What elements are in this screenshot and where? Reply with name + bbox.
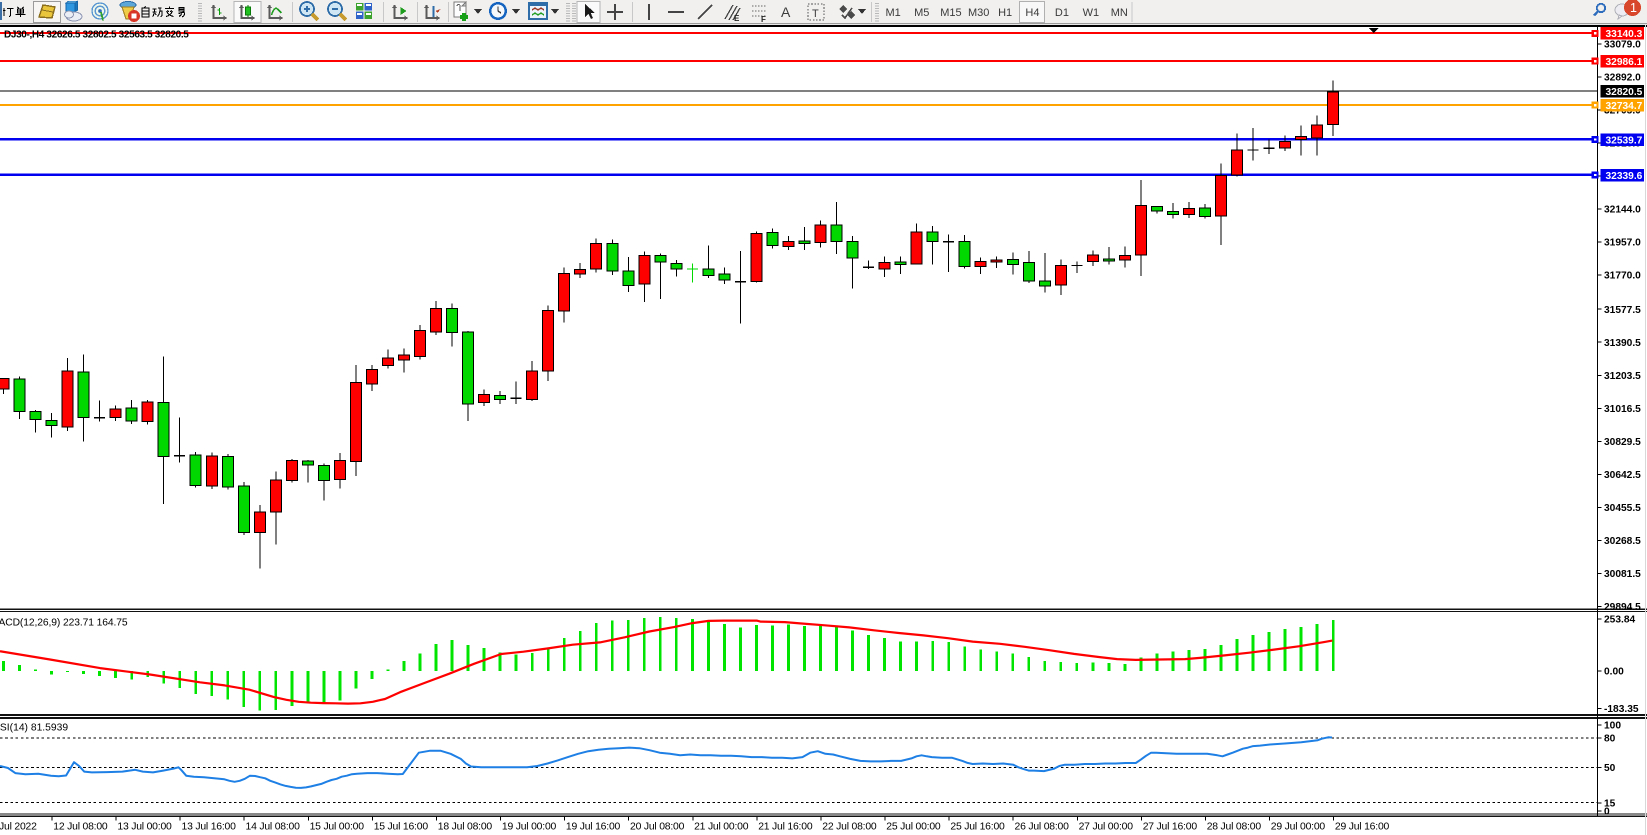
svg-text:13 Jul 00:00: 13 Jul 00:00 <box>117 822 172 833</box>
svg-text:27 Jul 00:00: 27 Jul 00:00 <box>1079 822 1134 833</box>
svg-text:26 Jul 08:00: 26 Jul 08:00 <box>1015 822 1070 833</box>
svg-text:H1: H1 <box>998 7 1012 19</box>
svg-text:30455.5: 30455.5 <box>1604 503 1641 514</box>
svg-text:RSI(14) 81.5939: RSI(14) 81.5939 <box>0 723 68 734</box>
svg-text:29 Jul 16:00: 29 Jul 16:00 <box>1335 822 1390 833</box>
svg-text:0: 0 <box>1604 806 1610 817</box>
svg-text:19 Jul 00:00: 19 Jul 00:00 <box>502 822 557 833</box>
svg-text:29894.5: 29894.5 <box>1604 602 1641 613</box>
svg-text:30268.5: 30268.5 <box>1604 536 1641 547</box>
svg-text:M30: M30 <box>968 7 989 19</box>
svg-text:28 Jul 08:00: 28 Jul 08:00 <box>1207 822 1262 833</box>
svg-text:31203.5: 31203.5 <box>1604 371 1641 382</box>
svg-text:M5: M5 <box>914 7 929 19</box>
svg-text:31390.5: 31390.5 <box>1604 338 1641 349</box>
svg-text:A: A <box>781 4 791 20</box>
svg-text:30829.5: 30829.5 <box>1604 437 1641 448</box>
svg-text:-183.35: -183.35 <box>1604 704 1639 715</box>
svg-text:M15: M15 <box>940 7 961 19</box>
svg-text:32539.7: 32539.7 <box>1606 135 1643 146</box>
svg-text:32339.6: 32339.6 <box>1606 171 1643 182</box>
svg-text:MN: MN <box>1111 7 1128 19</box>
svg-text:29 Jul 00:00: 29 Jul 00:00 <box>1271 822 1326 833</box>
svg-text:32144.0: 32144.0 <box>1604 205 1641 216</box>
svg-text:33140.3: 33140.3 <box>1606 29 1643 40</box>
svg-text:19 Jul 16:00: 19 Jul 16:00 <box>566 822 621 833</box>
svg-text:MACD(12,26,9) 223.71 164.75: MACD(12,26,9) 223.71 164.75 <box>0 618 128 629</box>
svg-text:15 Jul 16:00: 15 Jul 16:00 <box>374 822 429 833</box>
svg-text:25 Jul 16:00: 25 Jul 16:00 <box>950 822 1005 833</box>
svg-text:32734.7: 32734.7 <box>1606 101 1643 112</box>
svg-text:31577.5: 31577.5 <box>1604 305 1641 316</box>
svg-text:50: 50 <box>1604 763 1616 774</box>
svg-text:T: T <box>812 8 819 20</box>
svg-text:15 Jul 00:00: 15 Jul 00:00 <box>310 822 365 833</box>
svg-text:31016.5: 31016.5 <box>1604 404 1641 415</box>
svg-text:27 Jul 16:00: 27 Jul 16:00 <box>1143 822 1198 833</box>
svg-text:21 Jul 16:00: 21 Jul 16:00 <box>758 822 813 833</box>
svg-text:25 Jul 00:00: 25 Jul 00:00 <box>886 822 941 833</box>
svg-text:80: 80 <box>1604 734 1616 745</box>
svg-text:D1: D1 <box>1055 7 1069 19</box>
svg-text:30081.5: 30081.5 <box>1604 569 1641 580</box>
svg-text:31770.0: 31770.0 <box>1604 271 1641 282</box>
svg-text:M1: M1 <box>886 7 901 19</box>
svg-text:1: 1 <box>1630 1 1637 15</box>
svg-text:31957.0: 31957.0 <box>1604 238 1641 249</box>
svg-text:21 Jul 00:00: 21 Jul 00:00 <box>694 822 749 833</box>
svg-text:15: 15 <box>1604 799 1616 810</box>
svg-text:0.00: 0.00 <box>1604 667 1624 678</box>
svg-text:Jul 2022: Jul 2022 <box>0 822 37 833</box>
svg-text:F: F <box>761 15 766 24</box>
svg-text:253.84: 253.84 <box>1604 614 1635 625</box>
svg-text:32892.0: 32892.0 <box>1604 73 1641 84</box>
svg-text:13 Jul 16:00: 13 Jul 16:00 <box>182 822 237 833</box>
svg-text:18 Jul 08:00: 18 Jul 08:00 <box>438 822 493 833</box>
svg-text:20 Jul 08:00: 20 Jul 08:00 <box>630 822 685 833</box>
svg-text:14 Jul 08:00: 14 Jul 08:00 <box>246 822 301 833</box>
svg-text:DJ30-,H4 32626.5 32802.5 3256: DJ30-,H4 32626.5 32802.5 32563.5 32820.5 <box>4 30 189 41</box>
svg-text:12 Jul 08:00: 12 Jul 08:00 <box>53 822 108 833</box>
svg-text:30642.5: 30642.5 <box>1604 470 1641 481</box>
svg-text:22 Jul 08:00: 22 Jul 08:00 <box>822 822 877 833</box>
svg-text:W1: W1 <box>1083 7 1100 19</box>
svg-text:33079.0: 33079.0 <box>1604 39 1641 50</box>
svg-text:H4: H4 <box>1025 7 1039 19</box>
svg-text:100: 100 <box>1604 721 1621 732</box>
svg-text:32820.5: 32820.5 <box>1606 87 1643 98</box>
svg-text:32986.1: 32986.1 <box>1606 57 1643 68</box>
svg-text:E: E <box>734 14 740 23</box>
